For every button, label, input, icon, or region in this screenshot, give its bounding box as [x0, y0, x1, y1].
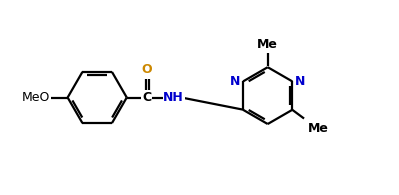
Text: O: O: [141, 63, 152, 76]
Text: N: N: [295, 75, 306, 88]
Text: NH: NH: [163, 91, 184, 104]
Text: Me: Me: [308, 122, 329, 135]
Text: C: C: [142, 91, 151, 104]
Text: MeO: MeO: [22, 91, 50, 104]
Text: Me: Me: [257, 38, 278, 51]
Text: N: N: [230, 75, 240, 88]
